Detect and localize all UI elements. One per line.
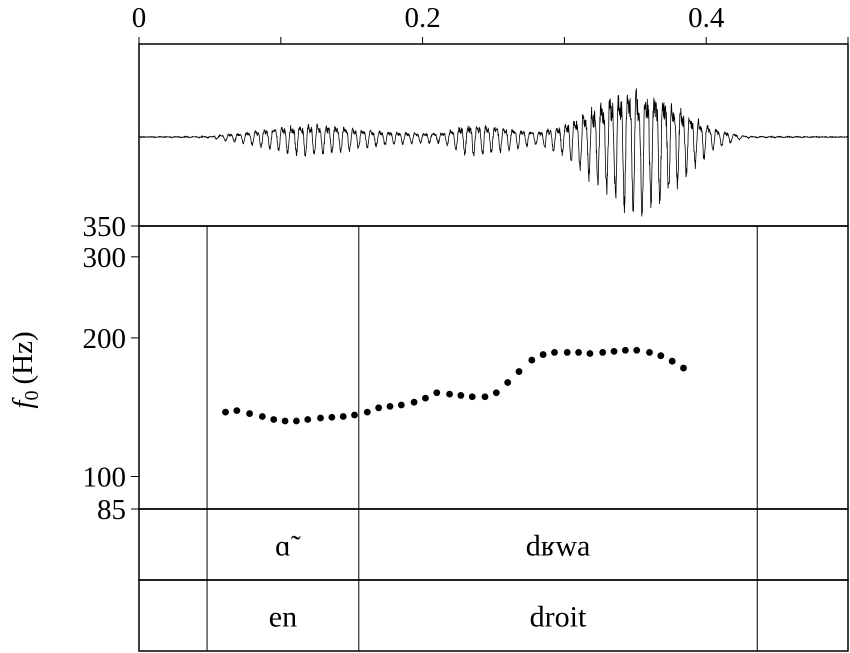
tier-boundaries xyxy=(206,226,758,651)
f0-point xyxy=(610,347,618,355)
time-tick-label: 0.4 xyxy=(688,2,725,34)
f0-tick-label: 350 xyxy=(83,211,127,243)
f0-contour xyxy=(222,346,687,425)
f0-point xyxy=(328,413,336,421)
f0-point xyxy=(646,349,653,356)
f0-point xyxy=(633,346,641,354)
f0-point xyxy=(386,402,394,410)
f0-point xyxy=(233,407,241,415)
f0-point xyxy=(457,392,465,399)
f0-point xyxy=(621,346,629,354)
f0-point xyxy=(222,408,229,416)
f0-point xyxy=(468,393,476,401)
f0-point xyxy=(246,410,254,417)
f0-point xyxy=(515,368,523,375)
f0-point xyxy=(351,411,358,419)
f0-axis-title: f0(Hz) xyxy=(7,331,43,408)
word-label: en xyxy=(269,601,297,634)
f0-point xyxy=(292,417,300,425)
f0-point xyxy=(539,351,547,358)
waveform-trace xyxy=(138,88,849,217)
f0-tick-label: 85 xyxy=(97,494,126,526)
f0-point xyxy=(397,401,405,409)
f0-point xyxy=(422,394,429,402)
f0-tick-label: 100 xyxy=(83,462,127,494)
f0-point xyxy=(304,416,312,423)
f0-point xyxy=(504,379,512,386)
f0-point xyxy=(481,393,489,401)
phone-label: dʁwa xyxy=(526,530,591,563)
pitch-panel xyxy=(138,225,849,510)
f0-point xyxy=(551,349,558,356)
word-label: droit xyxy=(530,601,587,634)
f0-point xyxy=(375,404,383,412)
f0-point xyxy=(563,349,571,356)
phone-label: ɑ̃ xyxy=(275,530,301,563)
f0-point xyxy=(657,352,665,360)
time-axis: 0 0.2 0.4 xyxy=(132,2,849,44)
f0-point xyxy=(528,356,536,364)
phone-tier xyxy=(138,508,849,581)
f0-point xyxy=(492,389,500,397)
time-tick-label: 0 xyxy=(132,2,147,34)
f0-point xyxy=(339,413,347,420)
f0-point xyxy=(586,350,594,357)
f0-point xyxy=(317,414,324,422)
f0-point xyxy=(363,408,371,416)
f0-point xyxy=(410,398,418,406)
time-tick-label: 0.2 xyxy=(404,2,440,34)
f0-point xyxy=(270,416,278,423)
f0-point xyxy=(258,413,266,420)
f0-point xyxy=(680,364,687,372)
f0-tick-label: 300 xyxy=(83,242,127,274)
f0-point xyxy=(281,417,289,425)
f0-point xyxy=(433,389,441,397)
f0-tick-label: 200 xyxy=(83,323,127,355)
f0-point xyxy=(575,349,582,356)
word-tier xyxy=(138,579,849,652)
tier-labels: ɑ̃ dʁwa en droit xyxy=(269,530,591,634)
f0-point xyxy=(599,349,607,356)
f0-point xyxy=(668,357,676,365)
f0-point xyxy=(446,390,453,398)
